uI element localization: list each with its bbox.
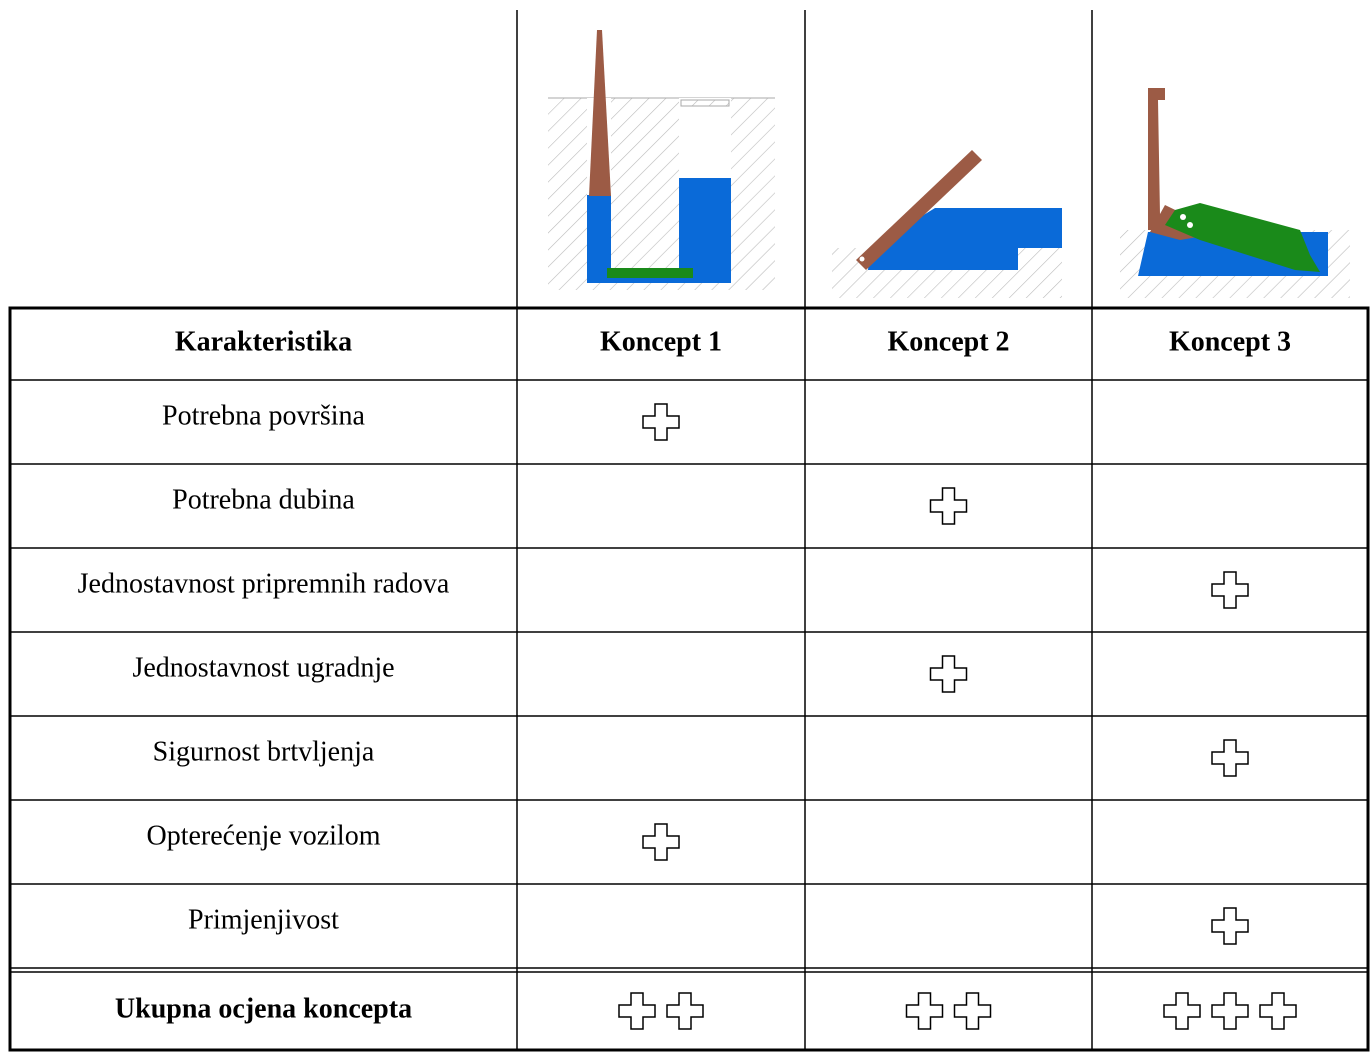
header-cell: Karakteristika xyxy=(175,326,352,357)
outer-border xyxy=(8,306,1370,1052)
image-dividers xyxy=(516,10,1093,308)
total-label: Ukupna ocjena koncepta xyxy=(115,993,412,1024)
header-cell: Koncept 1 xyxy=(600,326,722,357)
row-label: Primjenjivost xyxy=(188,904,339,935)
concept-1-drawing xyxy=(548,30,775,290)
plus-mark xyxy=(953,992,992,1030)
row-label: Potrebna dubina xyxy=(172,484,355,515)
row-label: Jednostavnost ugradnje xyxy=(132,652,394,683)
plus-mark xyxy=(1211,739,1249,777)
plus-mark xyxy=(642,823,680,861)
plus-mark xyxy=(1259,992,1297,1030)
plus-mark xyxy=(1163,992,1201,1030)
plus-mark xyxy=(642,403,680,441)
header-cell: Koncept 3 xyxy=(1169,326,1291,357)
header-cell: Koncept 2 xyxy=(887,326,1009,357)
plus-mark xyxy=(618,992,656,1030)
row-label: Opterećenje vozilom xyxy=(146,820,380,851)
plus-mark xyxy=(929,655,968,693)
row-label: Potrebna površina xyxy=(162,400,366,431)
plus-mark xyxy=(1211,571,1249,609)
concept-2-drawing xyxy=(832,150,1062,298)
row-label: Sigurnost brtvljenja xyxy=(153,736,375,767)
plus-mark xyxy=(1211,907,1249,945)
table: Karakteristika Koncept 1 Koncept 2 Koncept … xyxy=(8,306,1370,1052)
plus-mark xyxy=(1211,992,1249,1030)
concept-3-drawing xyxy=(1120,88,1350,298)
plus-mark xyxy=(929,487,968,525)
plus-mark xyxy=(666,992,704,1030)
row-label: Jednostavnost pripremnih radova xyxy=(78,568,450,599)
plus-mark xyxy=(905,992,944,1030)
